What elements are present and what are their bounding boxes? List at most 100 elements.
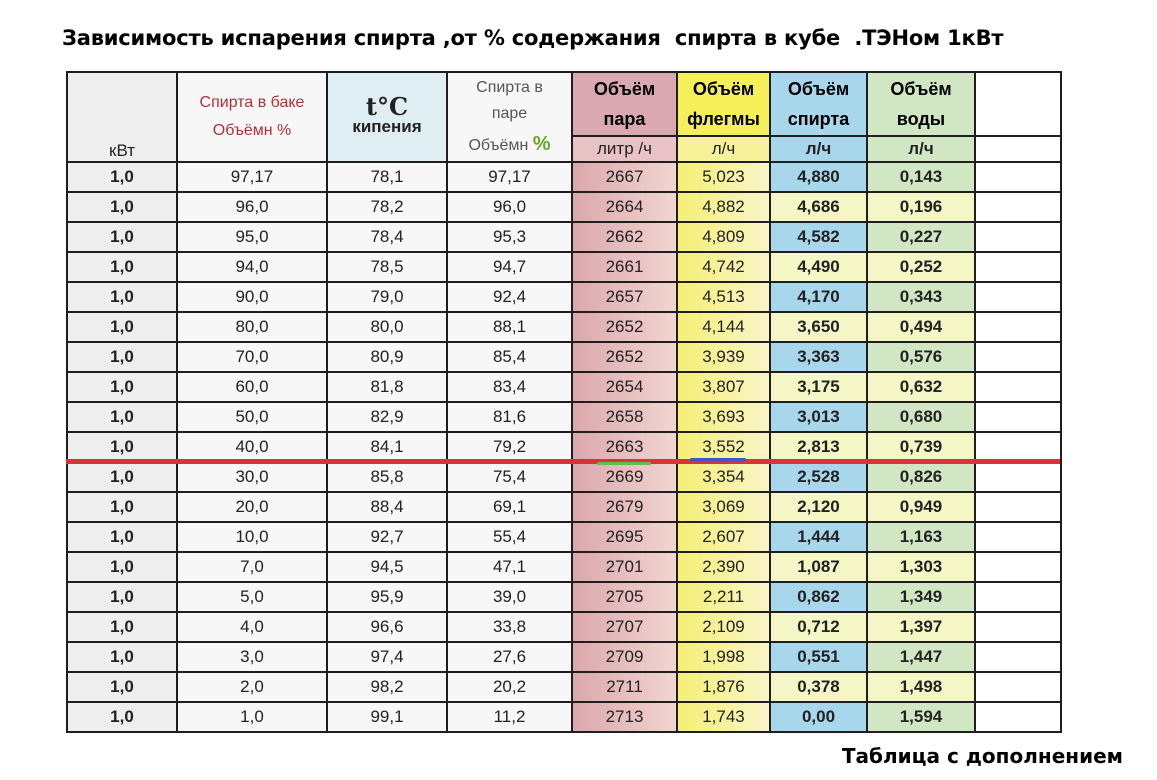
header-vapor-volume: Объём пара [571,71,678,137]
cell-vapor-alcohol-pct: 47,1 [446,551,573,583]
header-water-volume: Объём воды [866,71,976,137]
cell-tank-pct: 90,0 [176,281,328,313]
extra-column-cell [974,701,1062,733]
table-row: 1,0 97,17 78,1 97,17 2667 5,023 4,880 0,143 [66,161,1062,193]
cell-vapor-volume: 2679 [571,491,678,523]
cell-vapor-volume: 2695 [571,521,678,553]
cell-spirit-volume: 4,170 [769,281,868,313]
cell-kw: 1,0 [66,611,178,643]
cell-vapor-alcohol-pct: 97,17 [446,161,573,193]
cell-vapor-volume: 2662 [571,221,678,253]
cell-vapor-alcohol-pct: 20,2 [446,671,573,703]
cell-water-volume: 0,143 [866,161,976,193]
cell-vapor-volume: 2667 [571,161,678,193]
cell-tank-pct: 10,0 [176,521,328,553]
cell-kw: 1,0 [66,641,178,673]
header-spirit-volume: Объём спирта [769,71,868,137]
cell-kw: 1,0 [66,431,178,463]
cell-tank-pct: 30,0 [176,461,328,493]
extra-column-unit [974,135,1062,163]
cell-phlegm-volume: 2,211 [676,581,771,613]
cell-tank-pct: 3,0 [176,641,328,673]
underline-green [597,462,651,465]
extra-column-cell [974,461,1062,493]
cell-vapor-alcohol-pct: 39,0 [446,581,573,613]
cell-phlegm-volume: 1,743 [676,701,771,733]
cell-vapor-volume: 2707 [571,611,678,643]
cell-boiling-temp: 78,2 [326,191,448,223]
cell-tank-pct: 96,0 [176,191,328,223]
cell-phlegm-volume: 3,552 [676,431,771,463]
extra-column-cell [974,281,1062,313]
cell-phlegm-volume: 4,144 [676,311,771,343]
cell-vapor-volume: 2713 [571,701,678,733]
cell-tank-pct: 70,0 [176,341,328,373]
cell-spirit-volume: 1,087 [769,551,868,583]
cell-vapor-volume: 2705 [571,581,678,613]
cell-vapor-alcohol-pct: 83,4 [446,371,573,403]
cell-kw: 1,0 [66,701,178,733]
cell-spirit-volume: 3,363 [769,341,868,373]
cell-spirit-volume: 3,650 [769,311,868,343]
cell-spirit-volume: 2,120 [769,491,868,523]
cell-boiling-temp: 85,8 [326,461,448,493]
cell-vapor-volume: 2701 [571,551,678,583]
cell-spirit-volume: 4,582 [769,221,868,253]
cell-vapor-alcohol-pct: 81,6 [446,401,573,433]
cell-tank-pct: 7,0 [176,551,328,583]
cell-boiling-temp: 95,9 [326,581,448,613]
table-row: 1,0 50,0 82,9 81,6 2658 3,693 3,013 0,680 [66,401,1062,433]
extra-column-cell [974,671,1062,703]
table-row: 1,0 70,0 80,9 85,4 2652 3,939 3,363 0,576 [66,341,1062,373]
cell-tank-pct: 50,0 [176,401,328,433]
cell-kw: 1,0 [66,371,178,403]
header-row-units: литр /ч л/ч л/ч л/ч [67,135,1062,163]
cell-vapor-alcohol-pct: 92,4 [446,281,573,313]
cell-phlegm-volume: 4,513 [676,281,771,313]
cell-vapor-alcohol-pct: 94,7 [446,251,573,283]
cell-kw: 1,0 [66,191,178,223]
cell-vapor-alcohol-pct: 75,4 [446,461,573,493]
cell-vapor-alcohol-pct: 55,4 [446,521,573,553]
table-row: 1,0 96,0 78,2 96,0 2664 4,882 4,686 0,196 [66,191,1062,223]
cell-phlegm-volume: 1,876 [676,671,771,703]
cell-spirit-volume: 1,444 [769,521,868,553]
cell-phlegm-volume: 3,693 [676,401,771,433]
cell-vapor-volume: 2652 [571,311,678,343]
header-row-top: кВт Спирта в баке Объёмн % t°C кипения С… [66,71,1062,163]
cell-vapor-volume: 2663 [571,431,678,463]
unit-water: л/ч [866,135,976,163]
cell-water-volume: 1,163 [866,521,976,553]
cell-kw: 1,0 [66,221,178,253]
cell-tank-pct: 2,0 [176,671,328,703]
cell-boiling-temp: 97,4 [326,641,448,673]
cell-spirit-volume: 3,175 [769,371,868,403]
cell-phlegm-volume: 3,069 [676,491,771,523]
cell-boiling-temp: 82,9 [326,401,448,433]
cell-vapor-volume: 2652 [571,341,678,373]
table-row: 1,0 5,0 95,9 39,0 2705 2,211 0,862 1,349 [66,581,1062,613]
cell-tank-pct: 60,0 [176,371,328,403]
cell-water-volume: 1,303 [866,551,976,583]
cell-water-volume: 0,252 [866,251,976,283]
header-tank-pct: Спирта в баке Объёмн % [176,71,328,163]
cell-spirit-volume: 0,551 [769,641,868,673]
table-row: 1,0 3,0 97,4 27,6 2709 1,998 0,551 1,447 [66,641,1062,673]
extra-column-header [974,71,1062,137]
cell-tank-pct: 95,0 [176,221,328,253]
cell-tank-pct: 4,0 [176,611,328,643]
table-row: 1,0 80,0 80,0 88,1 2652 4,144 3,650 0,494 [66,311,1062,343]
cell-spirit-volume: 4,490 [769,251,868,283]
header-kw: кВт [66,71,178,163]
extra-column-cell [974,311,1062,343]
cell-vapor-volume: 2654 [571,371,678,403]
cell-boiling-temp: 96,6 [326,611,448,643]
cell-boiling-temp: 79,0 [326,281,448,313]
cell-boiling-temp: 78,5 [326,251,448,283]
cell-vapor-volume: 2709 [571,641,678,673]
cell-vapor-volume: 2669 [571,461,678,493]
cell-vapor-alcohol-pct: 95,3 [446,221,573,253]
cell-phlegm-volume: 4,882 [676,191,771,223]
cell-vapor-alcohol-pct: 79,2 [446,431,573,463]
cell-phlegm-volume: 2,607 [676,521,771,553]
